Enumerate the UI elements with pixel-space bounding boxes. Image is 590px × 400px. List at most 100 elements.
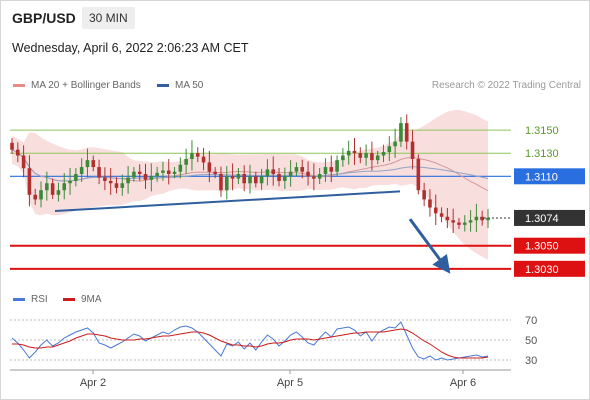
candle-body — [468, 220, 473, 223]
candle-body — [364, 153, 368, 158]
candle-body — [143, 174, 148, 180]
price-level-badge — [514, 209, 585, 226]
price-level-label: 1.3110 — [525, 171, 558, 183]
candle-body — [352, 150, 357, 154]
candle-body — [195, 153, 200, 157]
candle-body — [242, 174, 246, 184]
candle-body — [120, 183, 125, 188]
candle-body — [393, 141, 397, 147]
candle-body — [422, 190, 426, 200]
candle-body — [91, 160, 96, 168]
candle-body — [85, 160, 90, 168]
candle-body — [62, 183, 67, 191]
rsi-tick-label: 30 — [525, 355, 537, 367]
candle-body — [108, 180, 113, 184]
ma9-swatch — [63, 297, 75, 301]
candle-body — [416, 158, 421, 191]
x-axis-label: Apr 6 — [450, 377, 476, 389]
candle-body — [271, 169, 276, 174]
support-trendline — [54, 194, 321, 212]
candle-body — [79, 167, 84, 174]
candle-body — [358, 153, 363, 158]
candle-body — [462, 222, 467, 225]
candle-body — [480, 216, 484, 221]
price-level-label: 1.3050 — [525, 241, 559, 253]
candle-body — [300, 167, 305, 172]
ma50-swatch — [157, 83, 169, 87]
candle-body — [457, 222, 461, 225]
candle-body — [329, 167, 334, 172]
candle-body — [474, 216, 479, 221]
candle-body — [410, 141, 415, 159]
report-datetime: Wednesday, April 6, 2022 2:06:23 AM CET — [12, 41, 249, 55]
candle-body — [137, 171, 142, 174]
candle-body — [207, 162, 212, 172]
candle-body — [486, 217, 490, 221]
candle-body — [451, 220, 455, 223]
candle-body — [428, 199, 432, 208]
candle-body — [306, 171, 310, 177]
candle-body — [201, 156, 206, 163]
candle-body — [155, 172, 159, 177]
legend-ma9-label: 9MA — [81, 294, 102, 305]
legend-rsi-label: RSI — [31, 294, 48, 305]
candle-body — [178, 164, 183, 172]
candle-body — [224, 176, 229, 191]
price-level-label: 1.3074 — [525, 213, 559, 225]
timeframe-badge[interactable]: 30 MIN — [82, 7, 135, 29]
legend-ma50: MA 50 — [157, 80, 203, 91]
credit-text: Research © 2022 Trading Central — [431, 80, 581, 91]
candle-body — [149, 176, 154, 180]
candle-body — [439, 213, 444, 217]
projection-arrow — [408, 218, 451, 274]
candle-body — [259, 176, 264, 184]
price-level-badge — [514, 260, 585, 277]
symbol-title: GBP/USD — [12, 10, 76, 26]
x-axis-label: Apr 2 — [80, 377, 106, 389]
candle-body — [283, 176, 287, 181]
candle-body — [323, 167, 328, 174]
rsi-tick-label: 50 — [525, 335, 537, 347]
candle-body — [190, 153, 194, 159]
candle-body — [39, 190, 43, 200]
candle-body — [213, 171, 217, 174]
price-level-label: 1.3130 — [525, 148, 559, 160]
candle-body — [277, 174, 281, 181]
candle-body — [445, 216, 450, 221]
candle-body — [219, 174, 223, 191]
candle-body — [248, 176, 252, 184]
legend-ma9: 9MA — [63, 294, 102, 305]
candle-body — [16, 149, 20, 156]
candle-body — [341, 155, 345, 161]
candle-body — [74, 174, 78, 181]
price-level-label: 1.3030 — [525, 264, 559, 276]
candle-body — [335, 160, 339, 172]
candle-body — [56, 190, 61, 195]
candle-body — [50, 183, 55, 195]
ma9-line — [12, 328, 489, 359]
candle-body — [387, 146, 392, 153]
candle-body — [312, 176, 316, 179]
ma20-swatch — [13, 83, 25, 87]
candle-body — [381, 152, 386, 156]
candle-body — [126, 177, 130, 184]
candle-body — [236, 174, 241, 179]
candle-body — [370, 153, 374, 161]
price-level-badge — [514, 168, 585, 185]
legend-rsi: RSI — [13, 294, 48, 305]
candle-body — [404, 123, 409, 142]
rsi-tick-label: 70 — [525, 315, 537, 327]
candle-body — [288, 171, 293, 177]
candle-body — [132, 171, 136, 178]
legend-ma50-label: MA 50 — [175, 80, 204, 91]
candle-body — [10, 142, 14, 150]
candle-body — [33, 194, 38, 200]
candle-body — [166, 170, 171, 174]
legend-ma20-label: MA 20 + Bollinger Bands — [31, 80, 141, 91]
candle-body — [346, 150, 351, 156]
candle-body — [375, 155, 380, 161]
candle-body — [114, 183, 119, 188]
candle-body — [184, 158, 188, 165]
price-level-badge — [514, 237, 585, 254]
